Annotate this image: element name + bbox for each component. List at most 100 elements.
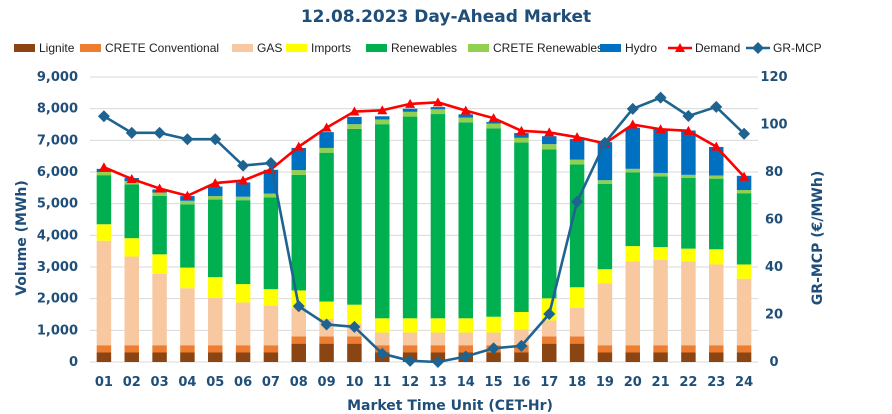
bar-segment-crete-renewables bbox=[235, 196, 251, 201]
legend-swatch-gas bbox=[232, 44, 253, 52]
bar-segment-renewables bbox=[625, 172, 640, 247]
bar-segment-imports bbox=[347, 304, 362, 324]
bar-segment-hydro bbox=[430, 107, 446, 110]
bar-segment-imports bbox=[597, 269, 613, 284]
chart-title: 12.08.2023 Day-Ahead Market bbox=[301, 7, 591, 27]
bar-segment-gas bbox=[625, 261, 640, 346]
bar-segment-hydro bbox=[208, 186, 223, 197]
bar-segment-crete-renewables bbox=[625, 168, 640, 173]
bar-segment-hydro bbox=[514, 133, 529, 138]
bar-segment-hydro bbox=[486, 121, 501, 124]
legend-swatch-hydro bbox=[600, 44, 621, 52]
bar-segment-lignite bbox=[208, 352, 223, 362]
bar-segment-gas bbox=[208, 297, 223, 346]
bar-segment-crete-conventional bbox=[235, 345, 251, 353]
demand-point bbox=[349, 106, 360, 116]
legend-swatch-crete-renewables bbox=[468, 44, 489, 52]
x-axis-title: Market Time Unit (CET-Hr) bbox=[347, 398, 553, 414]
demand-point bbox=[405, 98, 416, 108]
x-tick-label: 21 bbox=[652, 375, 670, 390]
demand-point bbox=[627, 119, 638, 129]
y-tick-label: 9,000 bbox=[37, 70, 78, 85]
legend-label-lignite: Lignite bbox=[39, 41, 75, 55]
bar-segment-gas bbox=[653, 259, 668, 346]
y2-axis-title: GR-MCP (€/MWh) bbox=[810, 171, 826, 305]
bar-segment-imports bbox=[96, 224, 112, 241]
bar-segment-renewables bbox=[430, 114, 446, 319]
bar-segment-hydro bbox=[709, 146, 724, 176]
bar-segment-renewables bbox=[681, 178, 696, 249]
bar-segment-imports bbox=[736, 264, 752, 279]
x-tick-label: 18 bbox=[568, 375, 586, 390]
bar-segment-gas bbox=[569, 307, 585, 337]
x-tick-label: 11 bbox=[373, 375, 391, 390]
demand-point bbox=[210, 178, 221, 188]
gr-mcp-point bbox=[710, 100, 723, 113]
bar-segment-lignite bbox=[291, 343, 306, 362]
bar-segment-hydro bbox=[681, 130, 696, 175]
bar-segment-crete-conventional bbox=[180, 345, 195, 353]
legend-label-renewables: Renewables bbox=[391, 41, 457, 55]
bar-segment-renewables bbox=[486, 128, 501, 317]
bar-segment-lignite bbox=[542, 343, 557, 362]
gr-mcp-point bbox=[320, 318, 333, 331]
x-tick-label: 10 bbox=[345, 375, 363, 390]
legend-label-demand: Demand bbox=[695, 41, 740, 55]
bar-segment-imports bbox=[569, 287, 585, 308]
gr-mcp-point bbox=[431, 356, 444, 368]
bar-segment-crete-conventional bbox=[124, 345, 139, 353]
bar-segment-crete-renewables bbox=[681, 174, 696, 179]
bar-segment-imports bbox=[319, 301, 334, 319]
bar-segment-crete-renewables bbox=[430, 109, 446, 115]
bar-segment-crete-conventional bbox=[681, 345, 696, 353]
bar-segment-renewables bbox=[542, 149, 557, 299]
bar-segment-lignite bbox=[569, 343, 585, 362]
x-tick-label: 06 bbox=[234, 375, 252, 390]
demand-point bbox=[739, 171, 750, 181]
bar-segment-lignite bbox=[736, 352, 752, 362]
gr-mcp-point bbox=[237, 159, 250, 172]
bar-segment-crete-renewables bbox=[402, 111, 418, 117]
bar-segment-crete-renewables bbox=[375, 119, 390, 125]
bar-segment-gas bbox=[430, 332, 446, 346]
bar-segment-gas bbox=[402, 332, 418, 346]
demand-point bbox=[182, 190, 193, 200]
bar-segment-lignite bbox=[486, 352, 501, 362]
bar-segment-lignite bbox=[653, 352, 668, 362]
bar-segment-imports bbox=[458, 318, 473, 333]
gr-mcp-point bbox=[153, 126, 166, 139]
legend-label-crete-renewables: CRETE Renewables bbox=[493, 41, 603, 55]
bar-segment-lignite bbox=[347, 343, 362, 362]
bar-segment-imports bbox=[514, 311, 529, 330]
x-tick-label: 23 bbox=[707, 375, 725, 390]
demand-point bbox=[293, 141, 304, 151]
demand-point bbox=[321, 122, 332, 132]
legend-label-crete-conventional: CRETE Conventional bbox=[105, 41, 219, 55]
gr-mcp-point bbox=[209, 133, 222, 146]
x-tick-label: 12 bbox=[401, 375, 419, 390]
demand-point bbox=[544, 127, 555, 137]
gr-mcp-point bbox=[571, 195, 584, 208]
bar-segment-imports bbox=[709, 249, 724, 265]
gr-mcp-point bbox=[292, 300, 305, 313]
legend-swatch-renewables bbox=[366, 44, 387, 52]
bar-segment-imports bbox=[430, 318, 446, 333]
bar-segment-renewables bbox=[208, 199, 223, 278]
bar-segment-hydro bbox=[291, 147, 306, 171]
gr-mcp-point bbox=[97, 110, 110, 123]
bar-segment-crete-conventional bbox=[208, 345, 223, 353]
bar-segment-crete-conventional bbox=[542, 336, 557, 344]
bar-segment-renewables bbox=[375, 124, 390, 319]
x-tick-label: 19 bbox=[596, 375, 614, 390]
bar-segment-gas bbox=[263, 305, 279, 346]
bar-segment-crete-renewables bbox=[653, 172, 668, 177]
bar-segment-crete-renewables bbox=[152, 192, 167, 196]
bar-segment-renewables bbox=[152, 195, 167, 255]
bar-segment-renewables bbox=[124, 184, 139, 239]
y-tick-label: 8,000 bbox=[37, 102, 78, 117]
bar-segment-crete-conventional bbox=[625, 345, 640, 353]
x-tick-label: 13 bbox=[429, 375, 447, 390]
y2-tick-label: 100 bbox=[760, 118, 787, 133]
bar-segment-renewables bbox=[514, 142, 529, 312]
